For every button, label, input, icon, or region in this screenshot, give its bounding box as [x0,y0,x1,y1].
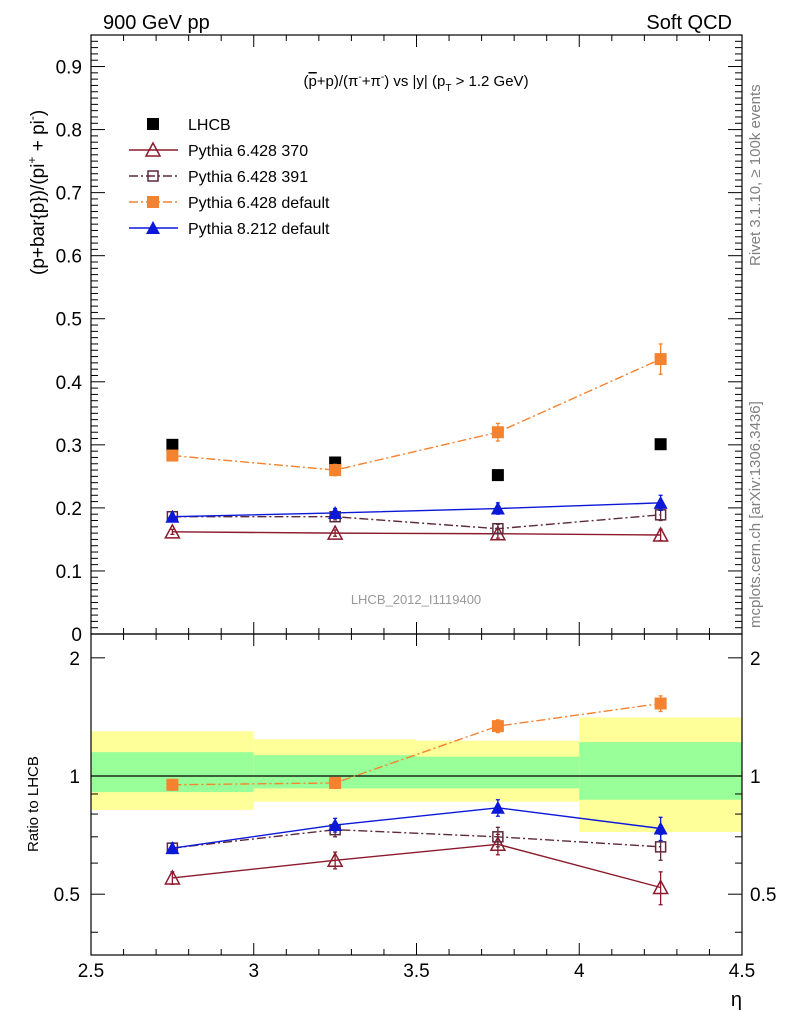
ratio-uncertainty-bands [91,717,742,833]
main-point [653,495,668,509]
main-y-tick-label: 0.3 [56,436,82,457]
ratio-point [653,821,668,835]
main-y-tick-label: 0.7 [56,184,82,205]
header-left: 900 GeV pp [103,12,210,34]
ratio-point [329,776,342,789]
main-y-tick-label: 0.4 [56,373,83,394]
main-y-tick-label: 0 [71,625,82,646]
ratio-series-pythia-6-428-default [166,695,667,791]
main-series-pythia-6-428-370 [164,523,669,542]
mcplots-label: mcplots.cern.ch [arXiv:1306.3436] [747,401,764,628]
plot-title: (p+p)/(π-+π-) vs |y| (pT > 1.2 GeV) [303,72,528,94]
legend-label: LHCB [188,117,231,134]
main-point [166,449,179,462]
legend-entry-pythia-8-212-default: Pythia 8.212 default [129,221,330,238]
main-point [164,523,181,539]
main-point [166,438,179,451]
main-y-tick-label: 0.6 [56,247,82,268]
main-point [652,526,669,542]
ratio-y-tick-label-right: 0.5 [750,885,776,906]
legend-label: Pythia 6.428 391 [188,169,308,186]
legend-marker [147,118,159,130]
main-point [491,469,504,482]
ratio-y-tick-label-right: 2 [750,649,761,670]
ratio-point [654,697,667,710]
legend-label: Pythia 6.428 default [188,195,330,212]
main-series-pythia-8-212-default [165,494,668,523]
main-series-lhcb [166,438,667,482]
analysis-watermark: LHCB_2012_I1119400 [351,592,481,607]
ratio-point [491,720,504,733]
main-point [165,509,180,523]
main-line-pythia-6-428-370 [172,531,661,536]
main-point [654,353,667,366]
ratio-y-tick-label-right: 1 [750,767,761,788]
ratio-y-axis-label: Ratio to LHCB [25,756,42,852]
main-line-pythia-8-212-default [172,502,661,518]
ratio-point [654,841,667,853]
legend-marker [147,196,159,208]
main-point [329,464,342,477]
main-point [326,524,344,540]
main-line-pythia-6-428-default [172,358,661,471]
main-point [490,501,505,515]
rivet-label: Rivet 3.1.10, ≥ 100k events [747,84,764,266]
ratio-series-pythia-8-212-default [165,799,668,855]
main-y-tick-label: 0.2 [56,499,82,520]
legend: LHCB Pythia 6.428 370 Pythia 6.428 391 Pyth… [129,117,330,238]
legend-entry-pythia-6-428-default: Pythia 6.428 default [129,195,330,212]
ratio-point [328,818,343,832]
main-y-tick-label: 0.1 [56,562,82,583]
x-tick-label: 4 [574,961,585,982]
header-right: Soft QCD [646,12,732,34]
legend-marker [146,221,160,234]
main-y-tick-label: 0.8 [56,121,82,142]
main-y-tick-label: 0.9 [56,58,82,79]
ratio-line-pythia-6-428-391 [172,828,661,849]
ratio-line-pythia-8-212-default [172,807,661,849]
legend-marker [144,141,162,157]
main-series-pythia-6-428-391 [166,508,667,535]
ratio-point [490,800,505,814]
ratio-point [326,851,344,868]
legend-entry-pythia-6-428-370: Pythia 6.428 370 [129,141,308,160]
ratio-point [164,869,181,885]
ratio-y-tick-label-left: 1 [69,767,80,788]
x-axis-label: η [731,989,742,1011]
ratio-y-tick-label-left: 2 [69,649,80,670]
x-tick-label: 3.5 [403,961,429,982]
ratio-band-inner [416,756,580,789]
main-series-layer [164,343,669,542]
main-point [328,505,343,519]
ratio-series-pythia-6-428-370 [164,833,669,906]
x-tick-label: 2.5 [78,961,104,982]
legend-entry-lhcb: LHCB [147,117,231,134]
ratio-point [489,835,507,852]
main-series-pythia-6-428-default [166,343,667,477]
ratio-point [165,841,180,855]
legend-entry-pythia-6-428-391: Pythia 6.428 391 [129,169,308,186]
axes-layer: 2.5 3 3.5 4 4.5 0 0.1 0.2 0.3 0.4 0.5 0.6 0.7 0.8 0.9 0… [54,34,776,982]
ratio-point [652,878,669,895]
main-y-tick-label: 0.5 [56,310,82,331]
ratio-point [492,831,504,843]
main-point [491,426,504,439]
ratio-line-pythia-6-428-default [172,702,661,786]
main-point [654,438,667,451]
ratio-band-inner [579,742,742,800]
legend-marker [147,170,159,182]
ratio-series-layer [164,695,669,906]
ratio-y-tick-label-left: 0.5 [54,885,80,906]
main-y-axis-label: (p+bar{p})/(pi+ + pi-) [25,110,49,275]
ratio-line-pythia-6-428-370 [172,843,661,889]
main-point [492,522,504,535]
x-tick-label: 4.5 [729,961,755,982]
ratio-point [166,778,179,791]
x-tick-label: 3 [248,961,259,982]
legend-label: Pythia 8.212 default [188,221,330,238]
legend-label: Pythia 6.428 370 [188,143,308,160]
main-line-pythia-6-428-391 [172,514,661,530]
